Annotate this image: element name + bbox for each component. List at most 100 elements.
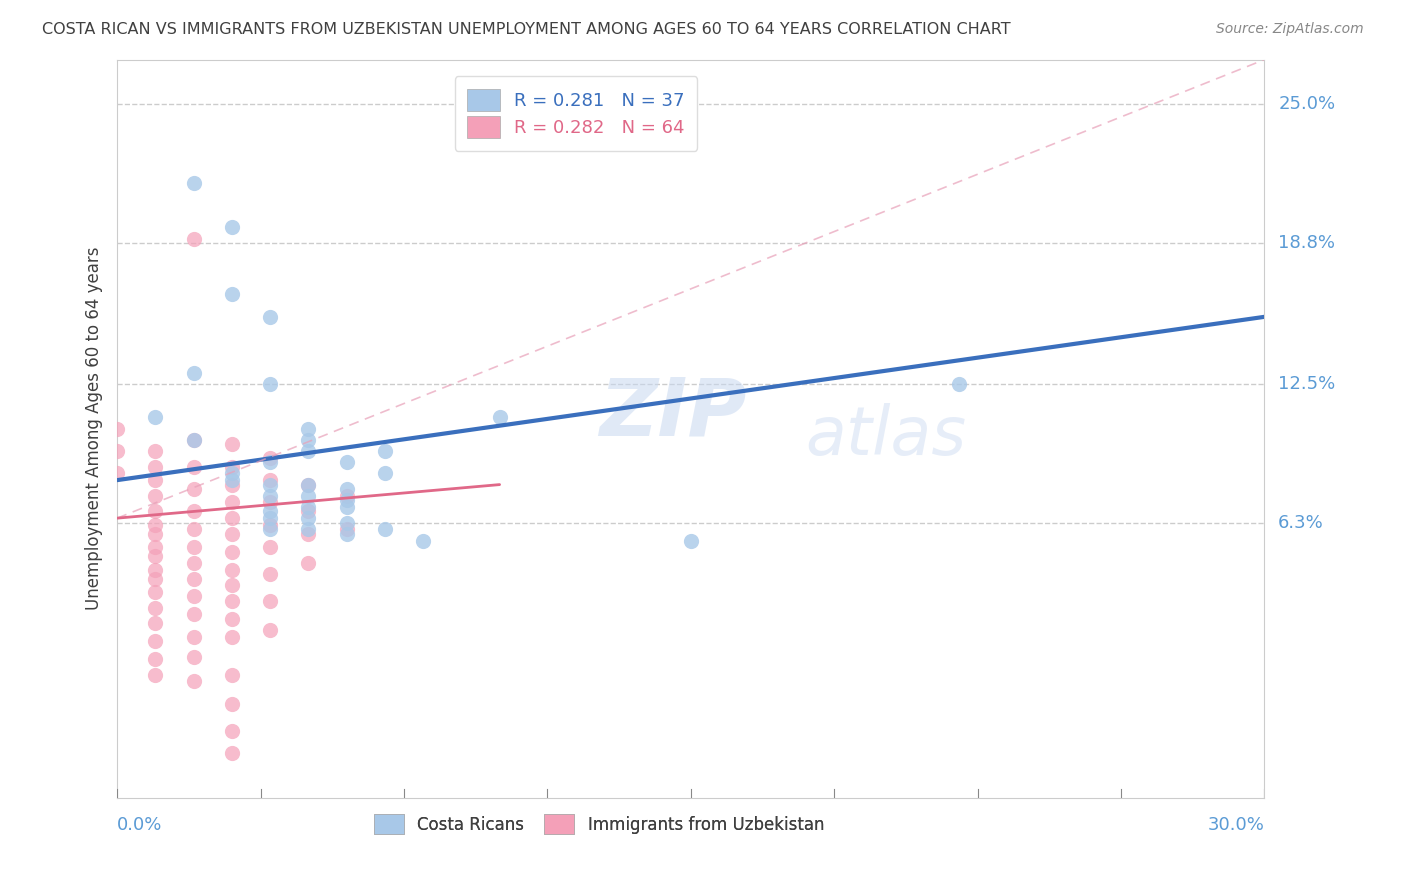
- Point: [183, 674, 205, 689]
- Point: [297, 477, 319, 491]
- Point: [221, 544, 243, 558]
- Point: [183, 522, 205, 536]
- Point: [259, 489, 281, 503]
- Text: 6.3%: 6.3%: [1278, 514, 1324, 532]
- Point: [297, 477, 319, 491]
- Point: [145, 563, 167, 577]
- Point: [259, 517, 281, 532]
- Point: [259, 504, 281, 518]
- Point: [183, 366, 205, 380]
- Point: [183, 649, 205, 664]
- Point: [221, 437, 243, 451]
- Point: [183, 630, 205, 644]
- Point: [221, 697, 243, 711]
- Point: [259, 450, 281, 465]
- Point: [297, 489, 319, 503]
- Point: [297, 556, 319, 570]
- Point: [221, 526, 243, 541]
- Point: [221, 563, 243, 577]
- Point: [948, 376, 970, 391]
- Point: [105, 444, 128, 458]
- Point: [336, 455, 359, 469]
- Point: [336, 516, 359, 530]
- Point: [221, 578, 243, 592]
- Text: Source: ZipAtlas.com: Source: ZipAtlas.com: [1216, 22, 1364, 37]
- Point: [297, 511, 319, 525]
- Point: [221, 477, 243, 491]
- Point: [145, 572, 167, 586]
- Point: [183, 231, 205, 245]
- Point: [259, 495, 281, 509]
- Text: 18.8%: 18.8%: [1278, 234, 1336, 252]
- Point: [145, 526, 167, 541]
- Point: [297, 522, 319, 536]
- Point: [336, 526, 359, 541]
- Point: [374, 522, 396, 536]
- Legend: Costa Ricans, Immigrants from Uzbekistan: Costa Ricans, Immigrants from Uzbekistan: [367, 807, 831, 841]
- Text: atlas: atlas: [806, 403, 967, 469]
- Point: [145, 473, 167, 487]
- Point: [259, 455, 281, 469]
- Point: [183, 459, 205, 474]
- Text: COSTA RICAN VS IMMIGRANTS FROM UZBEKISTAN UNEMPLOYMENT AMONG AGES 60 TO 64 YEARS: COSTA RICAN VS IMMIGRANTS FROM UZBEKISTA…: [42, 22, 1011, 37]
- Point: [679, 533, 702, 548]
- Point: [259, 473, 281, 487]
- Point: [145, 652, 167, 666]
- Y-axis label: Unemployment Among Ages 60 to 64 years: Unemployment Among Ages 60 to 64 years: [86, 247, 103, 610]
- Point: [374, 467, 396, 481]
- Point: [336, 493, 359, 508]
- Point: [297, 504, 319, 518]
- Point: [221, 467, 243, 481]
- Point: [259, 511, 281, 525]
- Point: [297, 422, 319, 436]
- Point: [221, 630, 243, 644]
- Point: [259, 376, 281, 391]
- Point: [221, 473, 243, 487]
- Point: [221, 459, 243, 474]
- Point: [105, 422, 128, 436]
- Point: [145, 459, 167, 474]
- Point: [221, 511, 243, 525]
- Point: [145, 600, 167, 615]
- Point: [221, 594, 243, 608]
- Point: [259, 594, 281, 608]
- Point: [259, 623, 281, 637]
- Point: [259, 522, 281, 536]
- Point: [221, 495, 243, 509]
- Text: ZIP: ZIP: [599, 375, 747, 453]
- Point: [221, 612, 243, 626]
- Point: [259, 310, 281, 324]
- Point: [183, 607, 205, 622]
- Point: [183, 482, 205, 496]
- Point: [183, 176, 205, 190]
- Point: [183, 590, 205, 604]
- Point: [145, 540, 167, 554]
- Point: [374, 444, 396, 458]
- Point: [336, 489, 359, 503]
- Point: [105, 467, 128, 481]
- Text: 30.0%: 30.0%: [1208, 815, 1264, 834]
- Text: 12.5%: 12.5%: [1278, 375, 1336, 393]
- Point: [183, 433, 205, 447]
- Point: [145, 444, 167, 458]
- Point: [297, 433, 319, 447]
- Text: 25.0%: 25.0%: [1278, 95, 1336, 113]
- Point: [183, 572, 205, 586]
- Point: [412, 533, 434, 548]
- Point: [336, 500, 359, 514]
- Point: [145, 410, 167, 425]
- Point: [221, 287, 243, 301]
- Point: [183, 556, 205, 570]
- Point: [145, 549, 167, 564]
- Point: [145, 517, 167, 532]
- Point: [145, 667, 167, 681]
- Point: [183, 433, 205, 447]
- Point: [297, 500, 319, 514]
- Point: [221, 667, 243, 681]
- Point: [183, 540, 205, 554]
- Point: [259, 477, 281, 491]
- Point: [145, 616, 167, 631]
- Point: [221, 220, 243, 235]
- Point: [297, 444, 319, 458]
- Point: [145, 504, 167, 518]
